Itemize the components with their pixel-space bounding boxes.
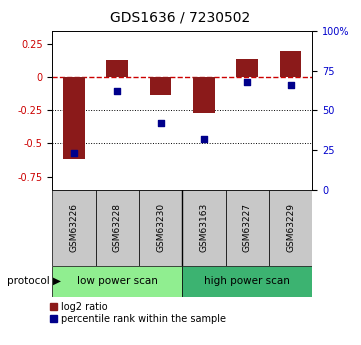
- Point: [71, 150, 77, 156]
- Text: GSM63230: GSM63230: [156, 203, 165, 252]
- Bar: [236, 59, 258, 77]
- Text: GSM63226: GSM63226: [70, 203, 78, 252]
- Bar: [182, 266, 312, 297]
- Text: low power scan: low power scan: [77, 276, 158, 286]
- Bar: [226, 190, 269, 266]
- Text: high power scan: high power scan: [204, 276, 290, 286]
- Text: GSM63163: GSM63163: [200, 203, 208, 252]
- Bar: [150, 77, 171, 95]
- Point: [288, 82, 293, 88]
- Text: GSM63228: GSM63228: [113, 203, 122, 252]
- Bar: [139, 190, 182, 266]
- Bar: [193, 77, 215, 113]
- Text: GSM63229: GSM63229: [286, 203, 295, 252]
- Bar: [96, 190, 139, 266]
- Text: GSM63227: GSM63227: [243, 203, 252, 252]
- Point: [114, 89, 120, 94]
- Legend: log2 ratio, percentile rank within the sample: log2 ratio, percentile rank within the s…: [50, 302, 226, 324]
- Bar: [280, 51, 301, 77]
- Bar: [269, 190, 312, 266]
- Bar: [106, 60, 128, 77]
- Bar: [52, 190, 96, 266]
- Point: [201, 136, 207, 142]
- Bar: [52, 266, 182, 297]
- Bar: [63, 77, 85, 159]
- Bar: [182, 190, 226, 266]
- Text: protocol ▶: protocol ▶: [7, 276, 61, 286]
- Text: GDS1636 / 7230502: GDS1636 / 7230502: [110, 10, 251, 24]
- Point: [244, 79, 250, 85]
- Point: [158, 120, 164, 126]
